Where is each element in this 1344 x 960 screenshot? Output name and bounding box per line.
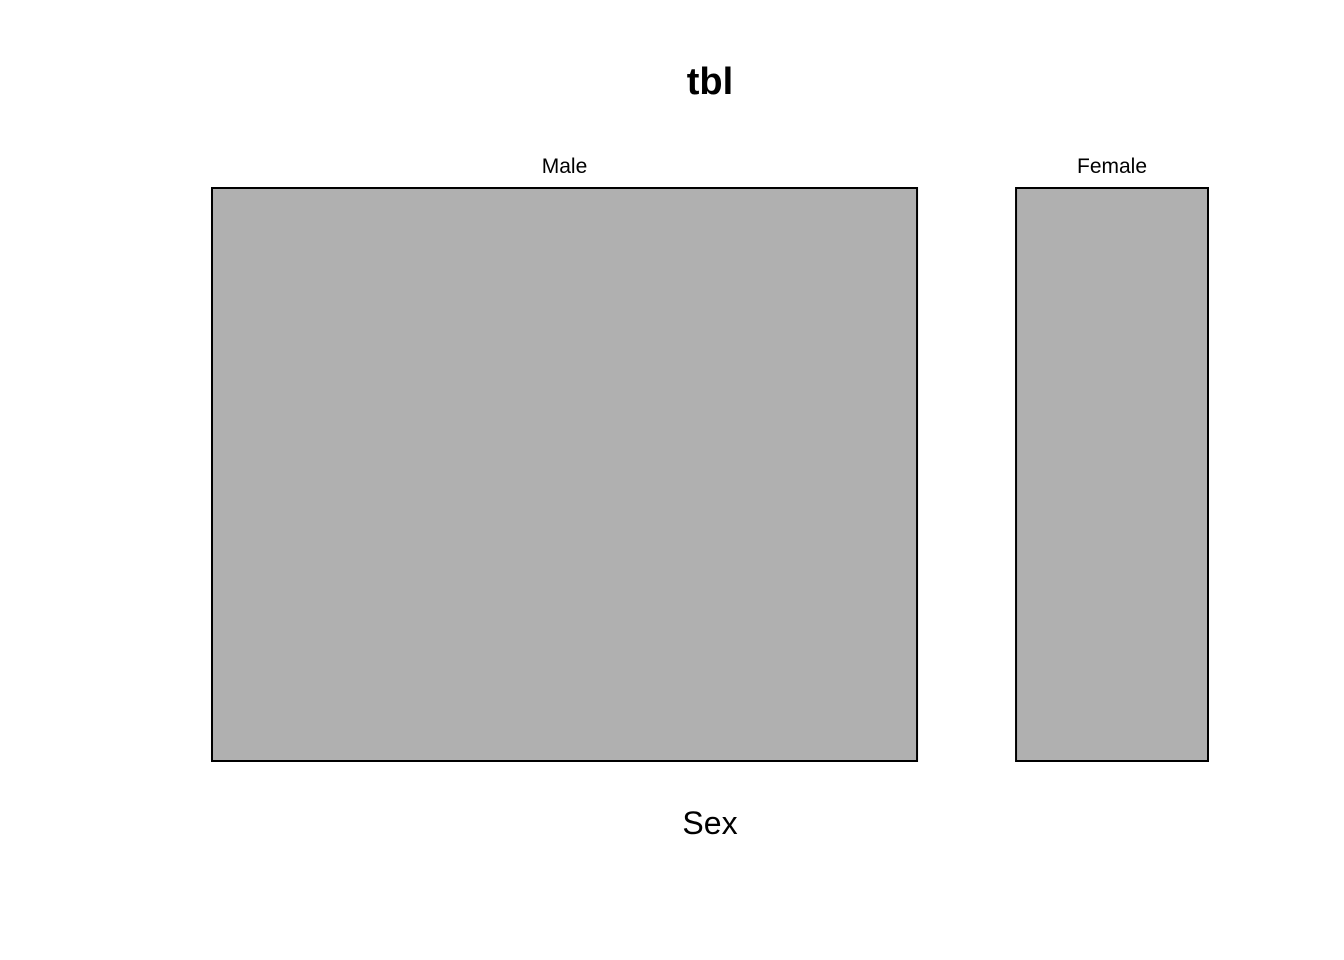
tile-male <box>212 188 917 761</box>
tile-female <box>1016 188 1208 761</box>
category-label-female: Female <box>1077 155 1147 178</box>
x-axis-label: Sex <box>682 805 737 841</box>
tiles-layer: Male Female <box>212 155 1208 761</box>
chart-title: tbl <box>687 61 733 103</box>
category-label-male: Male <box>542 155 588 178</box>
